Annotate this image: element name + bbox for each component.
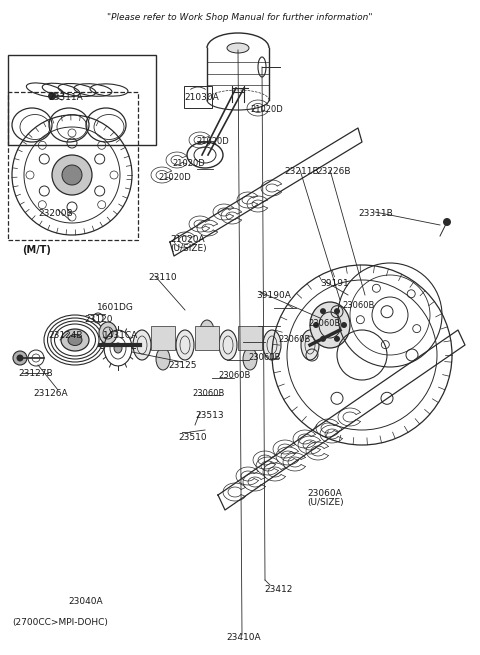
Circle shape	[52, 155, 92, 195]
Circle shape	[16, 354, 24, 362]
Text: (U/SIZE): (U/SIZE)	[307, 498, 344, 506]
Circle shape	[313, 322, 319, 328]
Circle shape	[334, 336, 340, 342]
Text: 23410A: 23410A	[226, 633, 261, 643]
Ellipse shape	[263, 330, 281, 360]
Text: 23510: 23510	[178, 432, 206, 441]
Bar	[195, 326, 219, 350]
Text: (U/SIZE): (U/SIZE)	[170, 244, 206, 253]
Circle shape	[443, 218, 451, 226]
Text: 23226B: 23226B	[316, 166, 350, 176]
Text: 21020D: 21020D	[158, 172, 191, 181]
Text: (M/T): (M/T)	[22, 245, 51, 255]
Bar	[8, 55, 156, 145]
Text: 39190A: 39190A	[256, 291, 291, 301]
Circle shape	[341, 322, 347, 328]
Text: 23125: 23125	[168, 360, 196, 369]
Ellipse shape	[310, 302, 350, 348]
Bar	[184, 86, 212, 108]
Bar	[151, 326, 175, 350]
Ellipse shape	[200, 320, 214, 342]
Text: "Please refer to Work Shop Manual for further information": "Please refer to Work Shop Manual for fu…	[107, 14, 373, 22]
Text: 23124B: 23124B	[48, 331, 83, 341]
Circle shape	[320, 336, 326, 342]
Ellipse shape	[156, 348, 170, 370]
Text: 21020D: 21020D	[196, 136, 229, 145]
Text: 23110: 23110	[148, 274, 177, 282]
Text: 21030A: 21030A	[184, 92, 219, 102]
Ellipse shape	[114, 343, 122, 353]
Text: 23060B: 23060B	[248, 354, 280, 362]
Text: 23040A: 23040A	[68, 597, 103, 605]
Text: (2700CC>MPI-DOHC): (2700CC>MPI-DOHC)	[12, 618, 108, 626]
Ellipse shape	[301, 330, 319, 360]
Text: 21020A: 21020A	[170, 236, 204, 244]
Bar	[238, 326, 262, 350]
Ellipse shape	[227, 43, 249, 53]
Text: 21020D: 21020D	[250, 105, 283, 115]
Text: 23120: 23120	[84, 314, 112, 324]
Bar	[8, 92, 138, 240]
Circle shape	[13, 351, 27, 365]
Text: 1601DG: 1601DG	[97, 303, 134, 312]
Text: 23060B: 23060B	[192, 388, 224, 398]
Text: 21020D: 21020D	[172, 159, 205, 168]
Circle shape	[62, 165, 82, 185]
Text: 23311B: 23311B	[358, 208, 393, 217]
Text: 23060A: 23060A	[307, 489, 342, 498]
Ellipse shape	[219, 330, 237, 360]
Text: 23127B: 23127B	[18, 369, 53, 379]
Text: 23060B: 23060B	[342, 301, 374, 310]
Text: 1431CA: 1431CA	[103, 331, 138, 341]
Text: 23513: 23513	[195, 411, 224, 421]
Text: 23126A: 23126A	[33, 388, 68, 398]
Text: 23060B: 23060B	[218, 371, 251, 379]
Circle shape	[334, 308, 340, 314]
Text: 23200B: 23200B	[38, 208, 72, 217]
Text: 23060B: 23060B	[278, 335, 311, 345]
Ellipse shape	[99, 322, 117, 344]
Ellipse shape	[133, 330, 151, 360]
Ellipse shape	[243, 348, 257, 370]
Text: 23211B: 23211B	[284, 166, 319, 176]
Circle shape	[320, 308, 326, 314]
Ellipse shape	[176, 330, 194, 360]
Text: 23311A: 23311A	[48, 92, 83, 102]
Circle shape	[48, 92, 56, 100]
Ellipse shape	[61, 329, 89, 351]
Text: 39191: 39191	[320, 280, 349, 288]
Text: 23060B: 23060B	[308, 318, 340, 328]
Text: 23412: 23412	[264, 584, 292, 593]
Ellipse shape	[68, 335, 82, 345]
